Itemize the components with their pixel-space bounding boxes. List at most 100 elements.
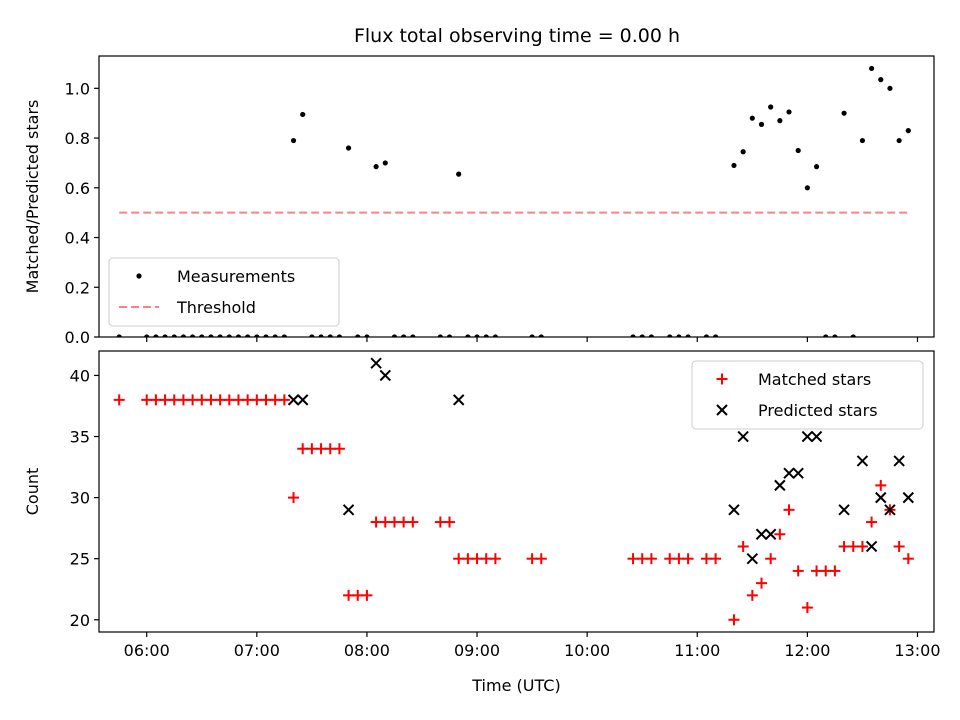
- xtick-label: 12:00: [784, 641, 830, 660]
- measurement-point: [235, 334, 242, 337]
- measurement-point: [667, 334, 673, 337]
- measurement-point: [199, 334, 205, 337]
- predicted-star-marker: [783, 467, 795, 479]
- predicted-star-marker: [764, 528, 777, 540]
- matched-star-marker: [434, 516, 446, 528]
- top-ytick-label: 1.0: [65, 79, 90, 98]
- predicted-star-marker: [893, 455, 905, 467]
- matched-star-marker: [187, 394, 199, 406]
- matched-star-marker: [710, 553, 722, 565]
- xtick-label: 11:00: [674, 641, 720, 660]
- xtick-label: 06:00: [124, 641, 170, 660]
- matched-star-marker: [820, 565, 832, 577]
- measurement-point: [749, 115, 755, 121]
- matched-star-marker: [297, 443, 309, 455]
- matched-star-marker: [673, 553, 685, 565]
- predicted-star-marker: [810, 430, 823, 443]
- matched-star-marker: [232, 394, 244, 406]
- measurement-point: [254, 334, 260, 337]
- legend-box: [691, 360, 924, 430]
- measurement-point: [208, 334, 214, 337]
- matched-star-marker: [159, 394, 171, 406]
- matched-star-marker: [737, 540, 749, 552]
- measurement-point: [245, 334, 251, 337]
- matched-star-marker: [856, 540, 868, 552]
- bottom-ytick-label: 35: [70, 428, 90, 447]
- measurement-point: [391, 334, 398, 337]
- measurement-point: [878, 77, 884, 83]
- measurement-point: [456, 171, 462, 177]
- measurement-point: [850, 334, 856, 337]
- matched-star-marker: [453, 553, 465, 565]
- predicted-star-marker: [342, 504, 355, 516]
- measurement-point: [180, 334, 187, 337]
- matched-star-marker: [205, 394, 217, 406]
- matched-star-marker: [352, 589, 364, 601]
- xlabel: Time (UTC): [471, 676, 560, 695]
- measurement-point: [465, 334, 471, 337]
- matched-star-marker: [811, 565, 823, 577]
- measurement-point: [768, 104, 774, 110]
- measurement-point: [648, 334, 654, 337]
- measurement-point: [786, 109, 792, 115]
- measurement-point: [171, 334, 177, 337]
- measurement-point: [162, 334, 168, 337]
- matched-star-marker: [315, 443, 327, 455]
- xtick-label: 07:00: [234, 641, 280, 660]
- matched-star-marker: [627, 553, 639, 565]
- legend-label: Predicted stars: [758, 401, 878, 420]
- matched-star-marker: [902, 553, 914, 565]
- measurement-point: [758, 121, 765, 127]
- bottom-ylabel: Count: [23, 468, 42, 516]
- predicted-star-marker: [801, 430, 814, 443]
- predicted-star-marker: [370, 357, 382, 369]
- matched-star-marker: [398, 516, 410, 528]
- matched-star-marker: [379, 516, 391, 528]
- matched-star-marker: [333, 443, 345, 455]
- measurement-point: [492, 334, 498, 337]
- matched-star-marker: [269, 394, 281, 406]
- matched-star-marker: [682, 553, 694, 565]
- top-ytick-label: 0.6: [65, 179, 90, 198]
- measurement-point: [804, 185, 810, 191]
- matched-star-marker: [278, 394, 290, 406]
- matched-star-marker: [645, 553, 657, 565]
- legend-label: Threshold: [176, 298, 256, 317]
- matched-star-marker: [829, 565, 841, 577]
- matched-star-marker: [288, 492, 300, 504]
- top-ytick-label: 0.2: [65, 278, 90, 297]
- matched-star-marker: [471, 553, 483, 565]
- matched-star-marker: [866, 516, 878, 528]
- matched-star-marker: [370, 516, 382, 528]
- measurement-point: [832, 334, 838, 337]
- matched-star-marker: [636, 553, 648, 565]
- matched-star-marker: [251, 394, 263, 406]
- matched-star-marker: [388, 516, 400, 528]
- legend-label: Measurements: [177, 267, 295, 286]
- measurement-point: [272, 334, 278, 337]
- legend-box: [108, 257, 340, 327]
- top-ytick-label: 0.8: [65, 129, 90, 148]
- measurement-point: [685, 334, 691, 337]
- measurement-point: [226, 334, 232, 337]
- matched-star-marker: [113, 394, 125, 406]
- top-legend: Measurements Threshold: [108, 257, 340, 327]
- measurement-point: [777, 118, 783, 124]
- measurement-point: [905, 128, 911, 134]
- matched-star-marker: [774, 528, 786, 540]
- measurement-point: [813, 164, 820, 170]
- measurement-point: [639, 334, 645, 337]
- measurement-point: [327, 334, 333, 337]
- legend-measurement-marker: [136, 273, 142, 279]
- measurement-point: [896, 137, 902, 144]
- matched-star-marker: [260, 394, 272, 406]
- matched-star-marker: [214, 394, 226, 406]
- measurement-point: [887, 85, 893, 91]
- predicted-star-marker: [755, 528, 768, 540]
- top-plot-area: [116, 65, 911, 337]
- predicted-star-marker: [884, 504, 896, 516]
- measurement-point: [713, 334, 719, 337]
- matched-star-marker: [306, 443, 318, 455]
- measurement-point: [630, 334, 636, 337]
- matched-star-marker: [150, 394, 162, 406]
